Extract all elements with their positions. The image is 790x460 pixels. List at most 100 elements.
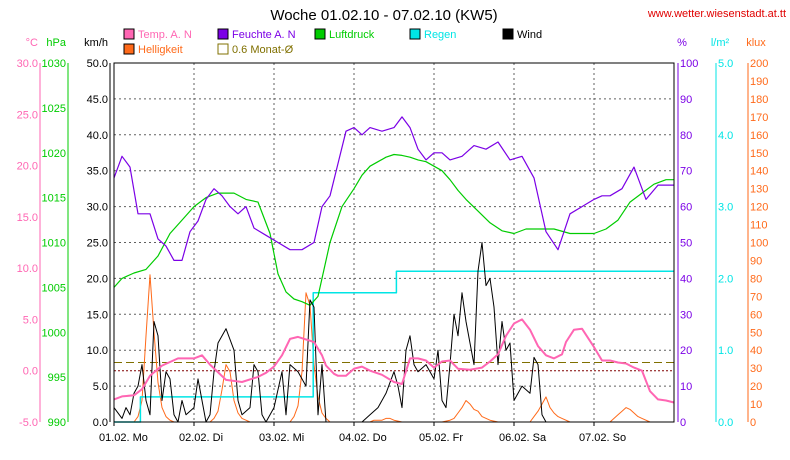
tick-label-rain: 0.0 <box>718 417 733 429</box>
x-tick-label: 03.02. Mi <box>259 432 304 444</box>
tick-label-wind: 40.0 <box>87 130 108 142</box>
tick-label-rain: 1.0 <box>718 345 733 357</box>
tick-label-rain: 2.0 <box>718 273 733 285</box>
tick-label-wind: 30.0 <box>87 202 108 214</box>
tick-label-pressure: 1015 <box>42 193 66 205</box>
tick-label-humidity: 70 <box>680 166 692 178</box>
tick-label-rain: 4.0 <box>718 130 733 142</box>
tick-label-pressure: 995 <box>48 372 66 384</box>
x-tick-label: 05.02. Fr <box>419 432 463 444</box>
tick-label-wind: 5.0 <box>93 381 108 393</box>
tick-label-light: 180 <box>750 94 768 106</box>
legend-swatch <box>502 28 514 40</box>
legend-swatch <box>217 43 229 55</box>
tick-label-wind: 25.0 <box>87 238 108 250</box>
tick-label-pressure: 1005 <box>42 282 66 294</box>
tick-label-temp: 30.0 <box>17 58 38 70</box>
tick-label-wind: 45.0 <box>87 94 108 106</box>
legend-swatch <box>409 28 421 40</box>
legend-swatch <box>123 28 135 40</box>
tick-label-humidity: 50 <box>680 238 692 250</box>
tick-label-light: 120 <box>750 202 768 214</box>
tick-label-light: 190 <box>750 76 768 88</box>
axis-unit-wind: km/h <box>84 37 108 49</box>
tick-label-temp: 25.0 <box>17 109 38 121</box>
tick-label-light: 20 <box>750 381 762 393</box>
series-line-temp <box>113 318 675 404</box>
axes: °C30.025.020.015.010.05.00.0-5.0hPa10301… <box>17 37 769 444</box>
tick-label-light: 0 <box>750 417 756 429</box>
axis-unit-rain: l/m² <box>711 37 730 49</box>
series-layer <box>113 116 675 423</box>
tick-label-light: 80 <box>750 273 762 285</box>
legend-swatch <box>314 28 326 40</box>
axis-unit-humidity: % <box>677 37 687 49</box>
tick-label-wind: 0.0 <box>93 417 108 429</box>
x-tick-label: 02.02. Di <box>179 432 223 444</box>
tick-label-humidity: 20 <box>680 345 692 357</box>
tick-label-light: 150 <box>750 148 768 160</box>
source-link[interactable]: www.wetter.wiesenstadt.at.tt <box>647 8 786 20</box>
tick-label-light: 70 <box>750 291 762 303</box>
tick-label-temp: 10.0 <box>17 263 38 275</box>
x-tick-label: 04.02. Do <box>339 432 387 444</box>
plot-frame <box>113 62 675 423</box>
tick-label-light: 200 <box>750 58 768 70</box>
tick-label-rain: 5.0 <box>718 58 733 70</box>
tick-label-humidity: 100 <box>680 58 698 70</box>
tick-label-light: 10 <box>750 399 762 411</box>
x-tick-label: 01.02. Mo <box>99 432 148 444</box>
tick-label-light: 40 <box>750 345 762 357</box>
tick-label-humidity: 10 <box>680 381 692 393</box>
tick-label-pressure: 990 <box>48 417 66 429</box>
axis-unit-light: klux <box>746 37 766 49</box>
legend-swatch <box>123 43 135 55</box>
legend-label: Luftdruck <box>329 29 375 41</box>
tick-label-light: 170 <box>750 112 768 124</box>
tick-label-humidity: 40 <box>680 273 692 285</box>
tick-label-light: 130 <box>750 184 768 196</box>
series-line-rain_cumulative <box>114 270 674 423</box>
x-tick-label: 06.02. Sa <box>499 432 547 444</box>
legend-label: 0.6 Monat-Ø <box>232 44 294 56</box>
legend-label: Regen <box>424 29 456 41</box>
x-tick-label: 07.02. So <box>579 432 626 444</box>
legend-swatch <box>217 28 229 40</box>
tick-label-temp: 20.0 <box>17 161 38 173</box>
tick-label-wind: 10.0 <box>87 345 108 357</box>
tick-label-rain: 3.0 <box>718 202 733 214</box>
axis-unit-pressure: hPa <box>46 37 66 49</box>
tick-label-humidity: 30 <box>680 309 692 321</box>
chart-title: Woche 01.02.10 - 07.02.10 (KW5) <box>270 7 497 24</box>
legend-label: Wind <box>517 29 542 41</box>
tick-label-light: 60 <box>750 309 762 321</box>
tick-label-temp: 5.0 <box>23 314 38 326</box>
tick-label-pressure: 1030 <box>42 58 66 70</box>
tick-label-humidity: 0 <box>680 417 686 429</box>
series-line-pressure <box>113 153 674 306</box>
tick-label-humidity: 80 <box>680 130 692 142</box>
tick-label-pressure: 1010 <box>42 238 66 250</box>
tick-label-temp: 0.0 <box>23 366 38 378</box>
tick-label-wind: 35.0 <box>87 166 108 178</box>
legend-label: Feuchte A. N <box>232 29 296 41</box>
tick-label-wind: 15.0 <box>87 309 108 321</box>
tick-label-wind: 50.0 <box>87 58 108 70</box>
tick-label-light: 50 <box>750 327 762 339</box>
tick-label-humidity: 60 <box>680 202 692 214</box>
tick-label-temp: 15.0 <box>17 212 38 224</box>
tick-label-pressure: 1025 <box>42 103 66 115</box>
tick-label-light: 110 <box>750 220 768 232</box>
tick-label-light: 30 <box>750 363 762 375</box>
tick-label-light: 140 <box>750 166 768 178</box>
tick-label-pressure: 1000 <box>42 327 66 339</box>
tick-label-temp: -5.0 <box>19 417 38 429</box>
legend: Temp. A. N Feuchte A. N Luftdruck Regen Wind… <box>123 28 542 56</box>
axis-unit-temp: °C <box>26 37 38 49</box>
tick-label-light: 160 <box>750 130 768 142</box>
tick-label-light: 100 <box>750 238 768 250</box>
tick-label-humidity: 90 <box>680 94 692 106</box>
grid <box>114 63 674 422</box>
series-line-light <box>114 274 674 423</box>
